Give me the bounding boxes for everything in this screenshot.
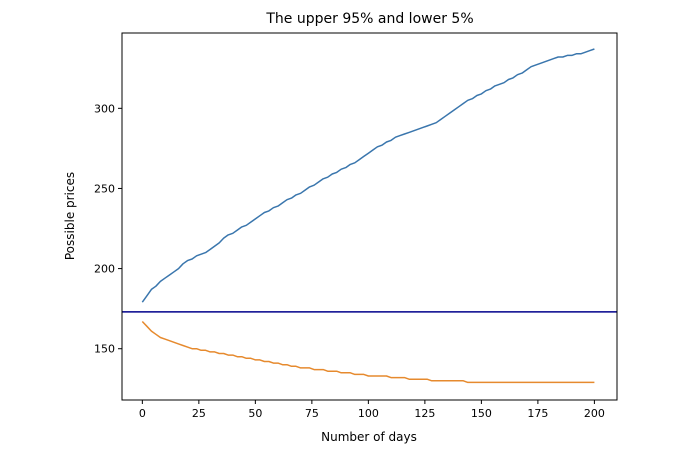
plot-frame — [121, 32, 618, 401]
x-tick-label: 50 — [248, 407, 262, 420]
x-axis-label: Number of days — [321, 430, 417, 444]
x-tick-label: 150 — [471, 407, 492, 420]
x-tick-label: 125 — [414, 407, 435, 420]
chart-title: The upper 95% and lower 5% — [265, 11, 473, 27]
y-axis: 150 200 250 300 — [94, 102, 122, 356]
x-tick-label: 25 — [192, 407, 206, 420]
series-line-lower — [141, 320, 595, 384]
x-tick-label: 175 — [527, 407, 548, 420]
plot-area — [122, 48, 617, 384]
y-tick-label: 200 — [94, 263, 115, 276]
y-axis-label: Possible prices — [63, 172, 77, 260]
x-tick-label: 75 — [305, 407, 319, 420]
y-tick-label: 150 — [94, 343, 115, 356]
y-tick-label: 300 — [94, 102, 115, 115]
x-tick-label: 100 — [358, 407, 379, 420]
x-tick-label: 0 — [139, 407, 146, 420]
x-tick-label: 200 — [584, 407, 605, 420]
series-line-upper — [141, 48, 595, 303]
x-axis: 0 25 50 75 100 125 150 175 200 — [139, 400, 605, 420]
y-tick-label: 250 — [94, 182, 115, 195]
